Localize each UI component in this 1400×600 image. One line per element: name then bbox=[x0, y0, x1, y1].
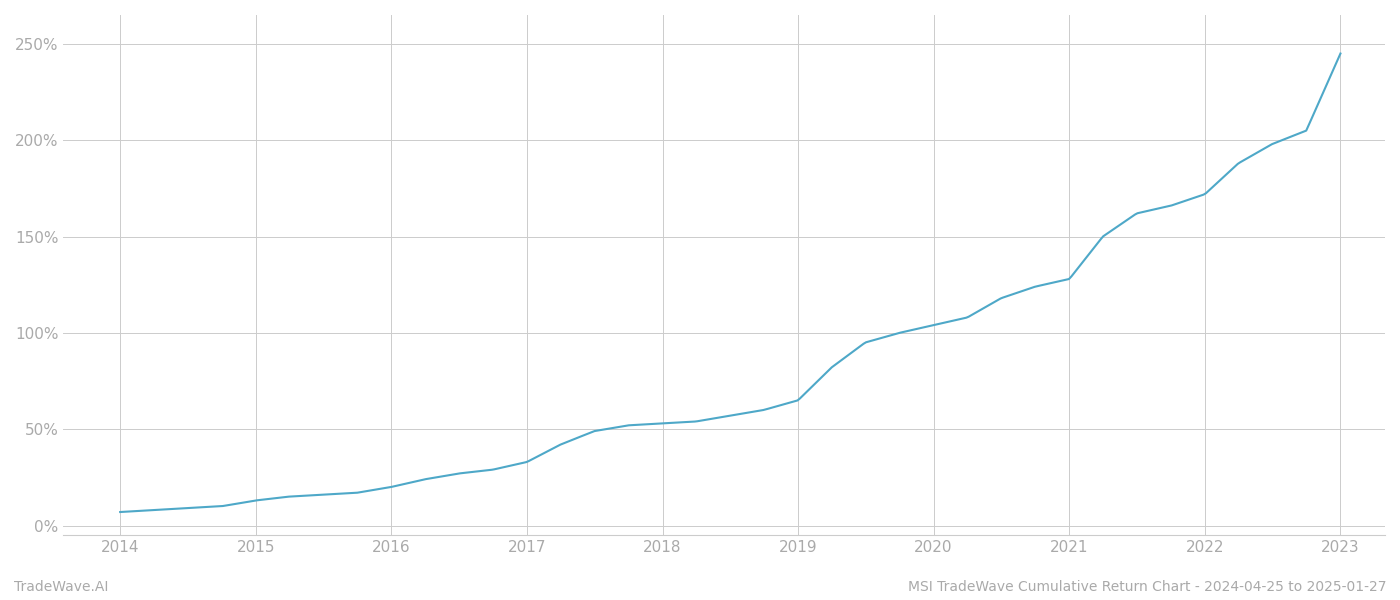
Text: TradeWave.AI: TradeWave.AI bbox=[14, 580, 108, 594]
Text: MSI TradeWave Cumulative Return Chart - 2024-04-25 to 2025-01-27: MSI TradeWave Cumulative Return Chart - … bbox=[907, 580, 1386, 594]
